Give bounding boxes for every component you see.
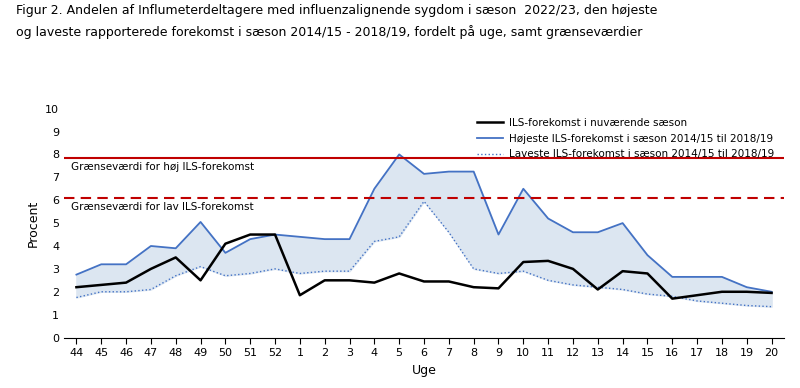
Text: Figur 2. Andelen af Influmeterdeltagere med influenzalignende sygdom i sæson  20: Figur 2. Andelen af Influmeterdeltagere … (16, 4, 658, 17)
X-axis label: Uge: Uge (411, 364, 437, 376)
Text: Grænseværdi for høj ILS-forekomst: Grænseværdi for høj ILS-forekomst (71, 162, 254, 172)
Y-axis label: Procent: Procent (26, 199, 39, 247)
Legend: ILS-forekomst i nuværende sæson, Højeste ILS-forekomst i sæson 2014/15 til 2018/: ILS-forekomst i nuværende sæson, Højeste… (473, 114, 778, 164)
Text: og laveste rapporterede forekomst i sæson 2014/15 - 2018/19, fordelt på uge, sam: og laveste rapporterede forekomst i sæso… (16, 25, 642, 39)
Text: Grænseværdi for lav ILS-forekomst: Grænseværdi for lav ILS-forekomst (71, 202, 254, 212)
